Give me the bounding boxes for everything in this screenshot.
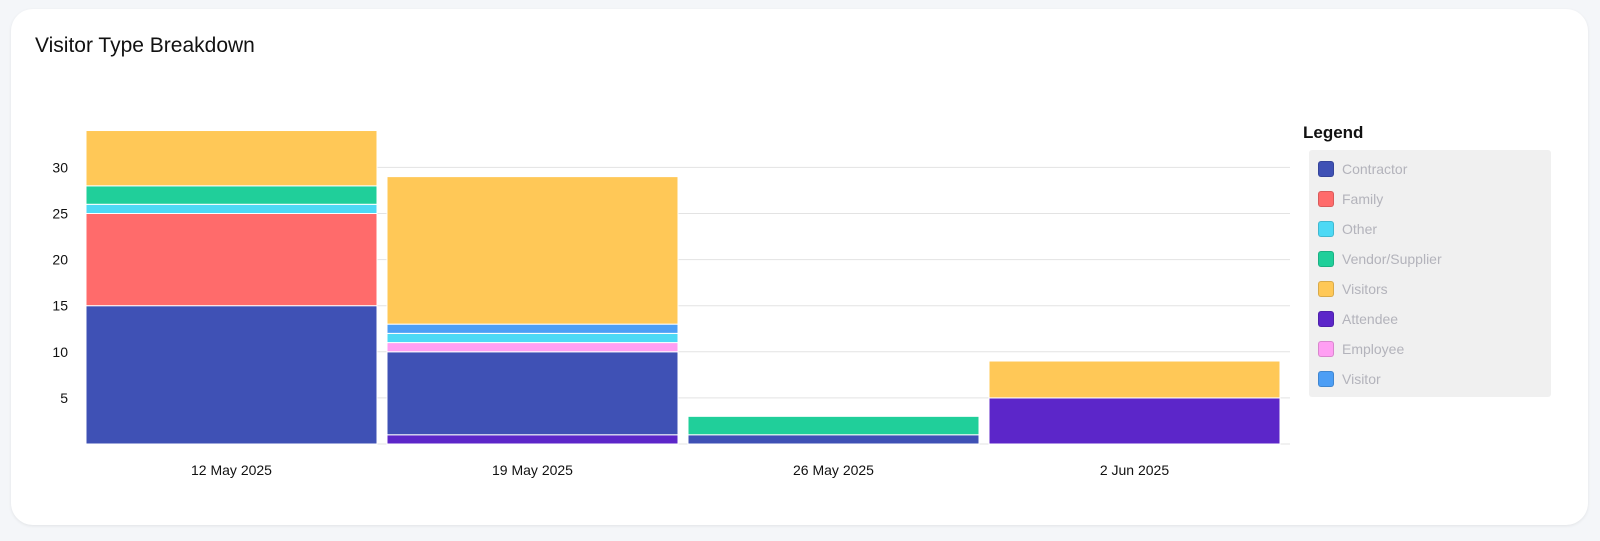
legend-swatch [1318, 221, 1334, 237]
chart-title: Visitor Type Breakdown [35, 34, 255, 57]
legend-item[interactable]: Other [1318, 219, 1377, 239]
legend-item[interactable]: Employee [1318, 339, 1404, 359]
y-tick-label: 25 [52, 206, 68, 222]
legend-item[interactable]: Visitor [1318, 369, 1381, 389]
y-tick-label: 10 [52, 344, 68, 360]
legend-label: Vendor/Supplier [1342, 251, 1442, 267]
bar-segment-vendor-supplier[interactable] [687, 415, 980, 436]
bar-segment-family[interactable] [85, 213, 378, 307]
y-tick-label: 20 [52, 252, 68, 268]
x-tick-label: 26 May 2025 [793, 462, 874, 478]
legend: Contractor Family Other Vendor/Supplier Visi… [1309, 150, 1551, 397]
x-tick-label: 12 May 2025 [191, 462, 272, 478]
bar-segment-visitors[interactable] [386, 176, 679, 325]
legend-swatch [1318, 371, 1334, 387]
legend-label: Visitor [1342, 371, 1381, 387]
bar-segment-contractor[interactable] [386, 351, 679, 436]
y-tick-label: 5 [60, 390, 68, 406]
legend-label: Family [1342, 191, 1384, 207]
bar-segment-visitors[interactable] [988, 360, 1281, 399]
y-tick-label: 30 [52, 159, 68, 175]
bar-segment-contractor[interactable] [85, 305, 378, 445]
bar-segment-attendee[interactable] [386, 434, 679, 445]
legend-swatch [1318, 161, 1334, 177]
legend-label: Employee [1342, 341, 1405, 357]
legend-item[interactable]: Visitors [1318, 279, 1388, 299]
legend-swatch [1318, 311, 1334, 327]
legend-label: Attendee [1342, 311, 1399, 327]
legend-swatch [1318, 341, 1334, 357]
legend-label: Visitors [1342, 281, 1388, 297]
bar-segment-other[interactable] [386, 332, 679, 344]
bar-segment-other[interactable] [85, 203, 378, 214]
bar-segment-visitor[interactable] [386, 323, 679, 334]
bar-segment-vendor-supplier[interactable] [85, 185, 378, 205]
bar-segment-visitors[interactable] [85, 130, 378, 187]
x-tick-label: 19 May 2025 [492, 462, 573, 478]
legend-title: Legend [1303, 123, 1364, 142]
legend-label: Other [1342, 221, 1378, 237]
legend-swatch [1318, 281, 1334, 297]
legend-swatch [1318, 251, 1334, 267]
legend-item[interactable]: Contractor [1318, 159, 1407, 179]
bar-segment-contractor[interactable] [687, 434, 980, 445]
y-tick-label: 15 [52, 298, 68, 314]
legend-item[interactable]: Attendee [1318, 309, 1398, 329]
legend-item[interactable]: Vendor/Supplier [1318, 249, 1442, 269]
legend-swatch [1318, 191, 1334, 207]
legend-item[interactable]: Family [1318, 189, 1383, 209]
x-tick-label: 2 Jun 2025 [1100, 462, 1169, 478]
bar-segment-attendee[interactable] [988, 397, 1281, 445]
bar-segment-employee[interactable] [386, 342, 679, 353]
legend-label: Contractor [1342, 161, 1408, 177]
